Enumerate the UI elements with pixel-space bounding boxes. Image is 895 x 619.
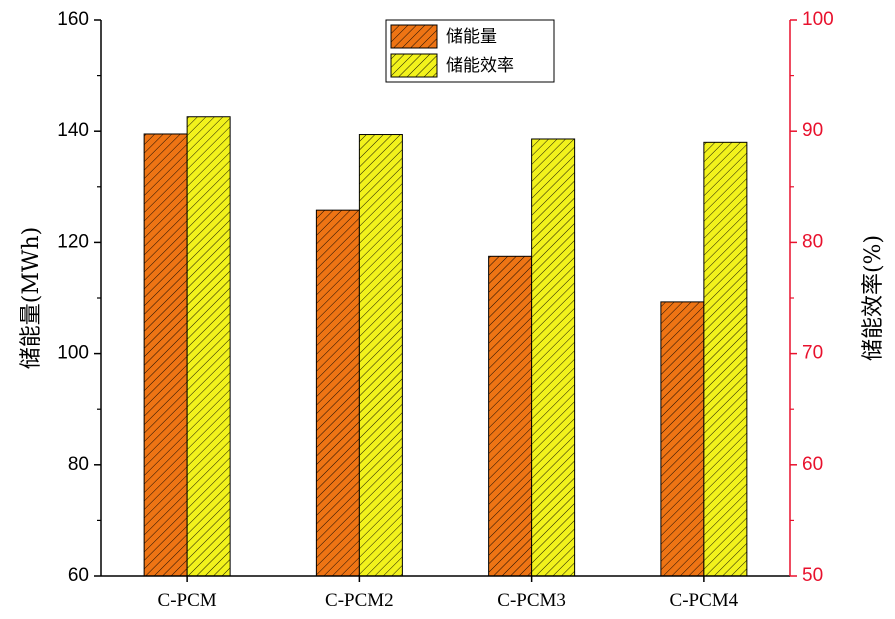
category-label: C-PCM2 [325, 590, 394, 611]
left-tick-label: 100 [57, 343, 89, 364]
bar-storage-efficiency [531, 138, 576, 577]
bar-storage-efficiency [358, 134, 403, 577]
bar-storage-efficiency [703, 141, 748, 577]
legend-label-storage-efficiency: 储能效率 [446, 56, 514, 76]
legend-label-storage-energy: 储能量 [446, 27, 497, 47]
right-tick-label: 80 [802, 231, 823, 252]
left-tick-label: 140 [57, 120, 89, 141]
right-axis-title: 储能效率(%) [861, 235, 886, 361]
legend-swatch-storage-efficiency [390, 53, 438, 78]
x-axis-ticks: C-PCM C-PCM2 C-PCM3 C-PCM4 [158, 576, 739, 611]
legend: 储能量 储能效率 [385, 19, 555, 83]
category-label: C-PCM4 [670, 590, 739, 611]
bar-storage-energy [143, 133, 188, 577]
bar-storage-efficiency [186, 116, 231, 577]
left-tick-label: 120 [57, 231, 89, 252]
left-tick-label: 80 [68, 454, 89, 475]
right-tick-label: 70 [802, 343, 823, 364]
bars [143, 116, 748, 577]
left-tick-label: 60 [68, 565, 89, 586]
left-axis-ticks: 60 80 100 120 140 160 [57, 9, 101, 586]
bar-storage-energy [315, 209, 360, 577]
right-tick-label: 100 [802, 9, 834, 30]
left-axis-title: 储能量(MWh) [19, 227, 44, 369]
bar-storage-energy [660, 301, 705, 577]
category-label: C-PCM [158, 590, 217, 611]
right-tick-label: 50 [802, 565, 823, 586]
bar-storage-energy [488, 255, 533, 577]
category-label: C-PCM3 [497, 590, 566, 611]
left-tick-label: 160 [57, 9, 89, 30]
right-tick-label: 90 [802, 120, 823, 141]
right-tick-label: 60 [802, 454, 823, 475]
legend-swatch-storage-energy [390, 24, 438, 49]
right-axis-ticks: 50 60 70 80 90 100 [790, 9, 834, 586]
